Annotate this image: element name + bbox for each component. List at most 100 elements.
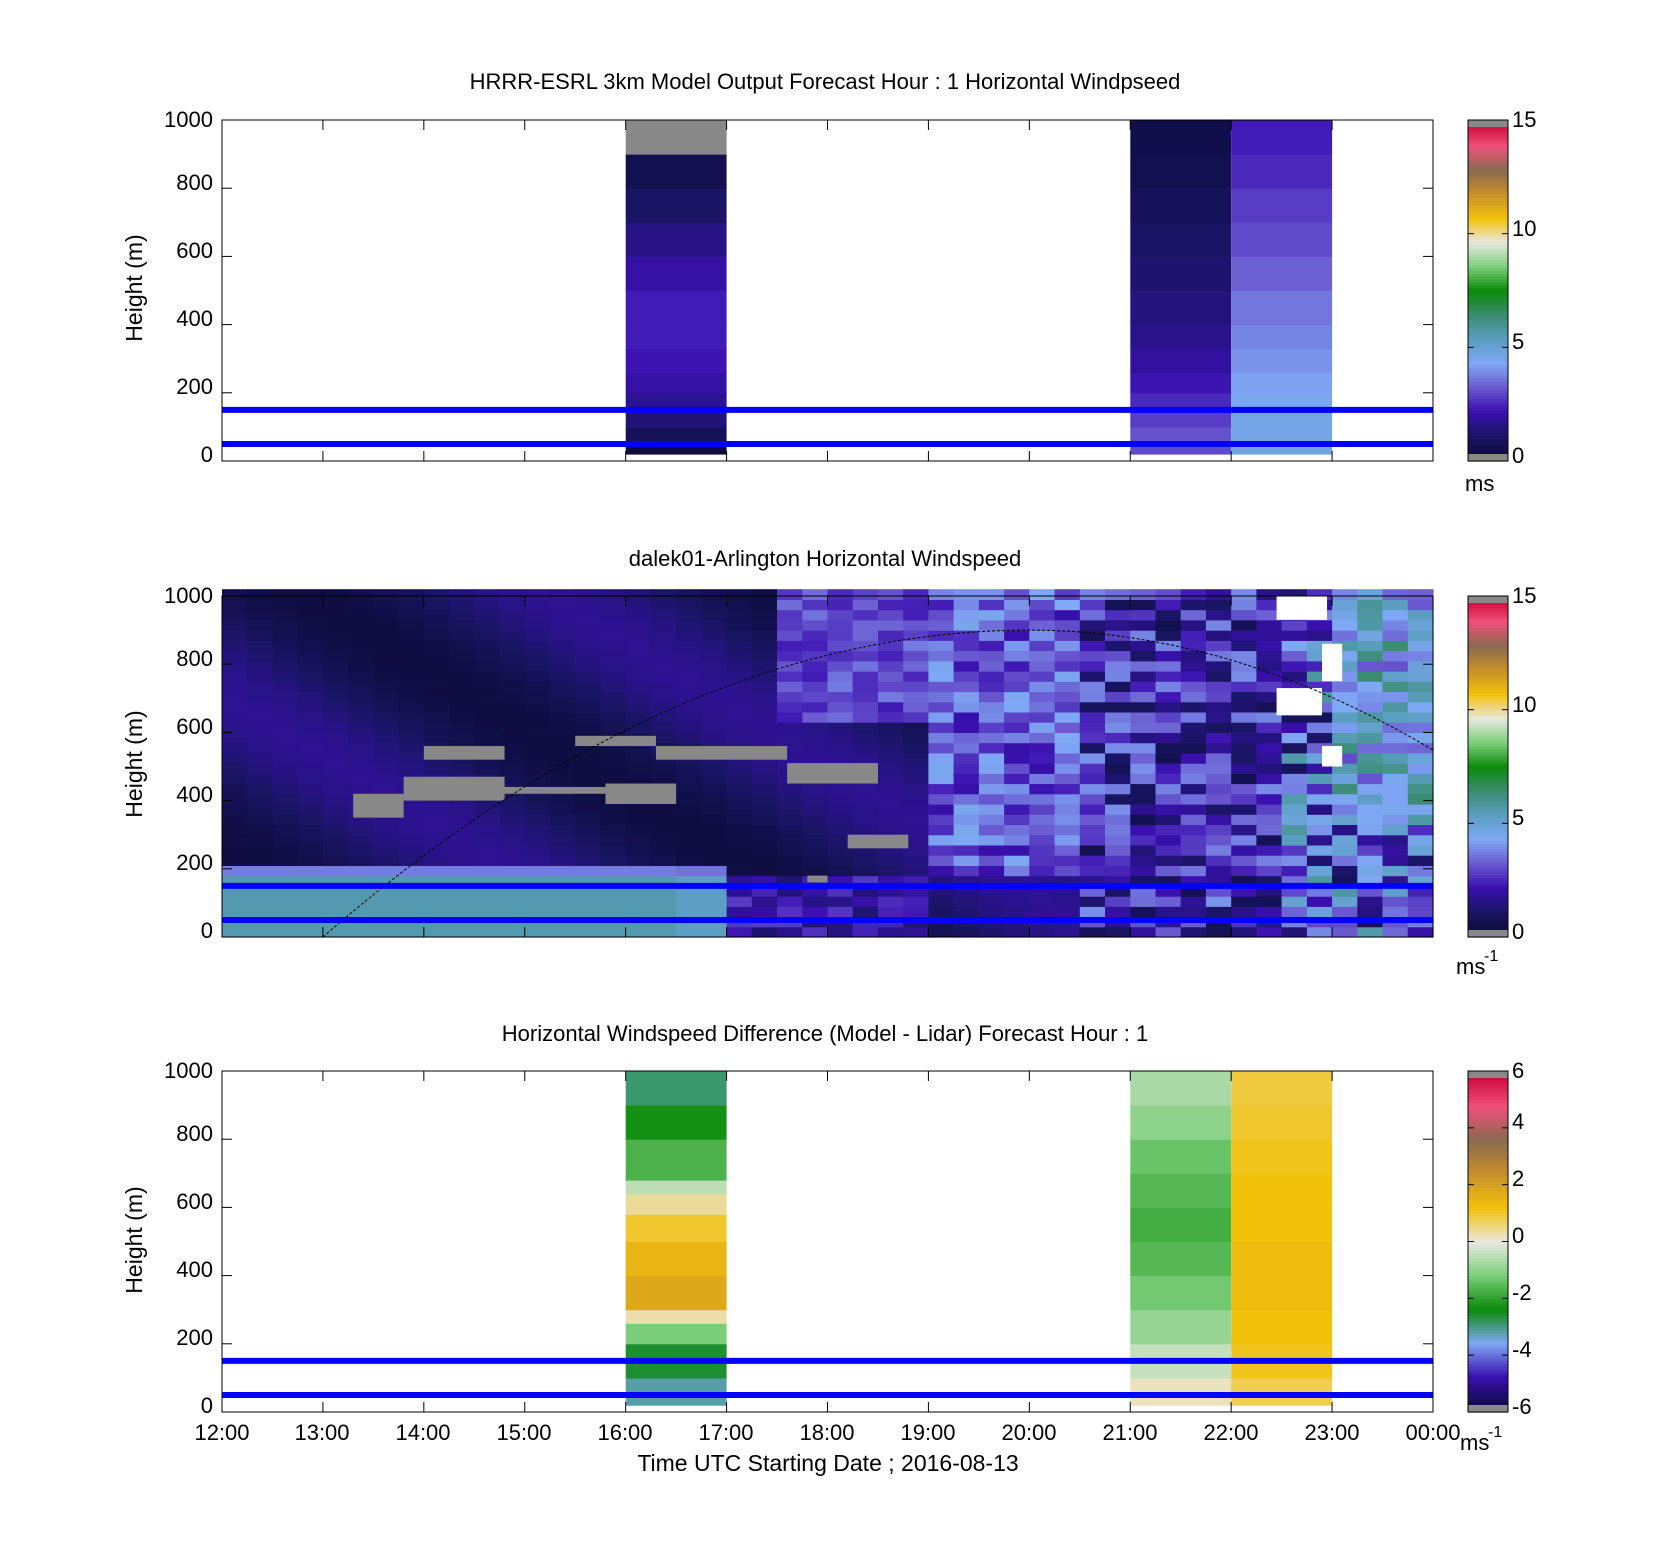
ytick-label: 800 bbox=[176, 646, 213, 671]
missing-data-band bbox=[847, 834, 909, 849]
heatmap-bin bbox=[1130, 1105, 1232, 1140]
heatmap-cell bbox=[1281, 855, 1308, 866]
heatmap-cell bbox=[1180, 793, 1207, 805]
heatmap-cell bbox=[1332, 814, 1358, 825]
colorbar-swatch bbox=[1468, 1085, 1508, 1089]
heatmap-cell bbox=[550, 906, 576, 918]
ytick-label: 0 bbox=[201, 918, 213, 943]
heatmap-cell bbox=[978, 885, 1005, 897]
heatmap-cell bbox=[802, 824, 829, 836]
heatmap-cell bbox=[373, 701, 400, 713]
heatmap-cell bbox=[1205, 619, 1232, 631]
heatmap-cell bbox=[499, 814, 526, 825]
heatmap-cell bbox=[802, 732, 829, 744]
colorbar-swatch bbox=[1468, 426, 1508, 431]
heatmap-cell bbox=[474, 926, 501, 938]
heatmap-cell bbox=[1281, 793, 1308, 805]
heatmap-cell bbox=[575, 599, 601, 611]
colorbar-swatch bbox=[1468, 310, 1508, 314]
heatmap-bin bbox=[625, 290, 727, 326]
heatmap-cell bbox=[1407, 681, 1434, 693]
heatmap-cell bbox=[272, 681, 299, 693]
colorbar-swatch bbox=[1468, 446, 1508, 451]
heatmap-cell bbox=[1332, 763, 1358, 774]
colorbar-swatch bbox=[1468, 684, 1508, 688]
heatmap-cell bbox=[1130, 804, 1157, 815]
heatmap-cell bbox=[1079, 793, 1106, 805]
heatmap-cell bbox=[423, 722, 450, 733]
heatmap-cell bbox=[827, 885, 854, 897]
colorbar-swatch bbox=[1468, 1261, 1508, 1265]
colorbar-swatch bbox=[1468, 658, 1508, 662]
heatmap-cell bbox=[272, 742, 299, 754]
heatmap-cell bbox=[1004, 885, 1030, 897]
heatmap-cell bbox=[1155, 804, 1182, 815]
heatmap-cell bbox=[1130, 609, 1157, 621]
heatmap-bin bbox=[625, 1275, 727, 1311]
heatmap-cell bbox=[701, 732, 728, 744]
heatmap-cell bbox=[423, 609, 450, 621]
heatmap-cell bbox=[1306, 834, 1333, 846]
heatmap-cell bbox=[373, 619, 400, 631]
heatmap-cell bbox=[247, 844, 273, 856]
heatmap-cell bbox=[297, 906, 324, 918]
heatmap-cell bbox=[524, 722, 551, 733]
heatmap-cell bbox=[1004, 701, 1030, 713]
heatmap-cell bbox=[1256, 834, 1283, 846]
heatmap-cell bbox=[373, 844, 400, 856]
heatmap-cell bbox=[1332, 589, 1358, 600]
heatmap-cell bbox=[499, 681, 526, 693]
heatmap-cell bbox=[550, 630, 576, 641]
heatmap-cell bbox=[701, 599, 728, 611]
heatmap-cell bbox=[1155, 865, 1182, 877]
heatmap-cell bbox=[1029, 814, 1056, 825]
heatmap-cell bbox=[1256, 855, 1283, 866]
heatmap-cell bbox=[1205, 824, 1232, 836]
heatmap-cell bbox=[1105, 691, 1131, 703]
heatmap-cell bbox=[878, 732, 904, 744]
heatmap-cell bbox=[1382, 701, 1409, 713]
colorbar-swatch bbox=[1468, 228, 1508, 232]
colorbar-swatch bbox=[1468, 780, 1508, 785]
ytick-label: 400 bbox=[176, 1257, 213, 1282]
heatmap-cell bbox=[1029, 834, 1056, 846]
heatmap-cell bbox=[1054, 814, 1081, 825]
heatmap-cell bbox=[777, 681, 803, 693]
colorbar-swatch bbox=[1468, 885, 1508, 890]
colorbar-swatch bbox=[1468, 877, 1508, 881]
heatmap-cell bbox=[398, 681, 425, 693]
heatmap-cell bbox=[1054, 609, 1081, 621]
heatmap-cell bbox=[1357, 763, 1384, 774]
heatmap-cell bbox=[322, 824, 349, 836]
colorbar-swatch bbox=[1468, 1292, 1508, 1297]
heatmap-cell bbox=[1155, 681, 1182, 693]
heatmap-cell bbox=[878, 619, 904, 631]
colorbar-swatch bbox=[1468, 1142, 1508, 1146]
heatmap-cell bbox=[953, 855, 980, 866]
heatmap-cell bbox=[1231, 691, 1257, 703]
heatmap-cell bbox=[1231, 619, 1257, 631]
heatmap-cell bbox=[1004, 793, 1030, 805]
heatmap-cell bbox=[222, 671, 248, 682]
heatmap-cell bbox=[550, 793, 576, 805]
heatmap-cell bbox=[625, 814, 652, 825]
colorbar-swatch bbox=[1468, 1201, 1508, 1206]
heatmap-cell bbox=[398, 701, 425, 713]
heatmap-cell bbox=[423, 671, 450, 682]
colorbar-swatch bbox=[1468, 387, 1508, 391]
heatmap-cell bbox=[297, 896, 324, 907]
heatmap-cell bbox=[1105, 701, 1131, 713]
heatmap-cell bbox=[726, 865, 753, 877]
heatmap-cell bbox=[474, 650, 501, 662]
heatmap-cell bbox=[827, 834, 854, 846]
heatmap-cell bbox=[247, 865, 273, 877]
heatmap-cell bbox=[676, 855, 702, 866]
colorbar-swatch bbox=[1468, 1386, 1508, 1390]
heatmap-cell bbox=[1130, 865, 1157, 877]
heatmap-cell bbox=[550, 875, 576, 887]
heatmap-cell bbox=[1004, 875, 1030, 887]
heatmap-cell bbox=[1281, 732, 1308, 744]
heatmap-cell bbox=[222, 752, 248, 764]
colorbar-swatch bbox=[1468, 1349, 1508, 1353]
heatmap-cell bbox=[676, 609, 702, 621]
